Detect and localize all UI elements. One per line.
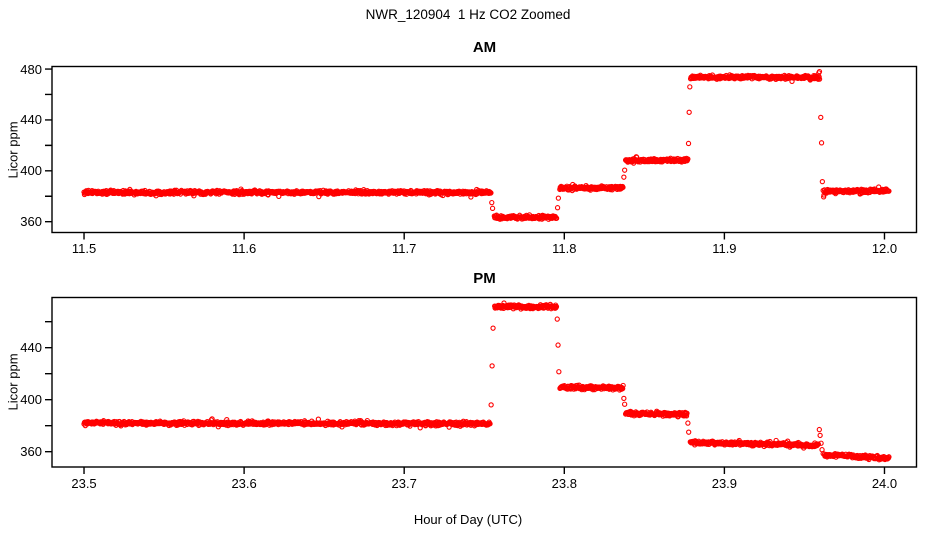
am-y-tick-label-480: 480	[20, 61, 42, 77]
pm-x-tick-label-23.5: 23.5	[71, 475, 97, 491]
am-y-tick-label-400: 400	[20, 163, 42, 179]
pm-x-tick-label-23.6: 23.6	[231, 475, 257, 491]
am-x-tick-label-12.0: 12.0	[871, 241, 898, 256]
am-x-tick-label-11.9: 11.9	[712, 241, 737, 256]
chart-title: NWR_120904 1 Hz CO2 Zoomed	[365, 7, 571, 22]
pm-y-tick-label-440: 440	[20, 340, 42, 356]
pm-y-tick-label-360: 360	[20, 444, 42, 460]
pm-x-tick-label-24.0: 24.0	[871, 475, 898, 491]
pm-x-tick-label-23.8: 23.8	[551, 475, 577, 491]
am-panel-title: AM	[472, 39, 497, 56]
am-x-tick-label-11.7: 11.7	[392, 241, 417, 256]
pm-panel-title: PM	[473, 270, 496, 287]
am-x-tick-label-11.5: 11.5	[71, 241, 97, 256]
am-y-tick-label-360: 360	[20, 214, 42, 230]
am-x-tick-label-11.6: 11.6	[231, 241, 257, 256]
am-x-tick-label-11.8: 11.8	[552, 241, 577, 256]
pm-y-tick-label-400: 400	[20, 392, 42, 408]
pm-x-tick-label-23.9: 23.9	[711, 475, 738, 491]
am-y-tick-label-440: 440	[20, 112, 42, 128]
x-axis-label: Hour of Day (UTC)	[413, 512, 523, 527]
pm-x-tick-label-23.7: 23.7	[391, 475, 417, 491]
